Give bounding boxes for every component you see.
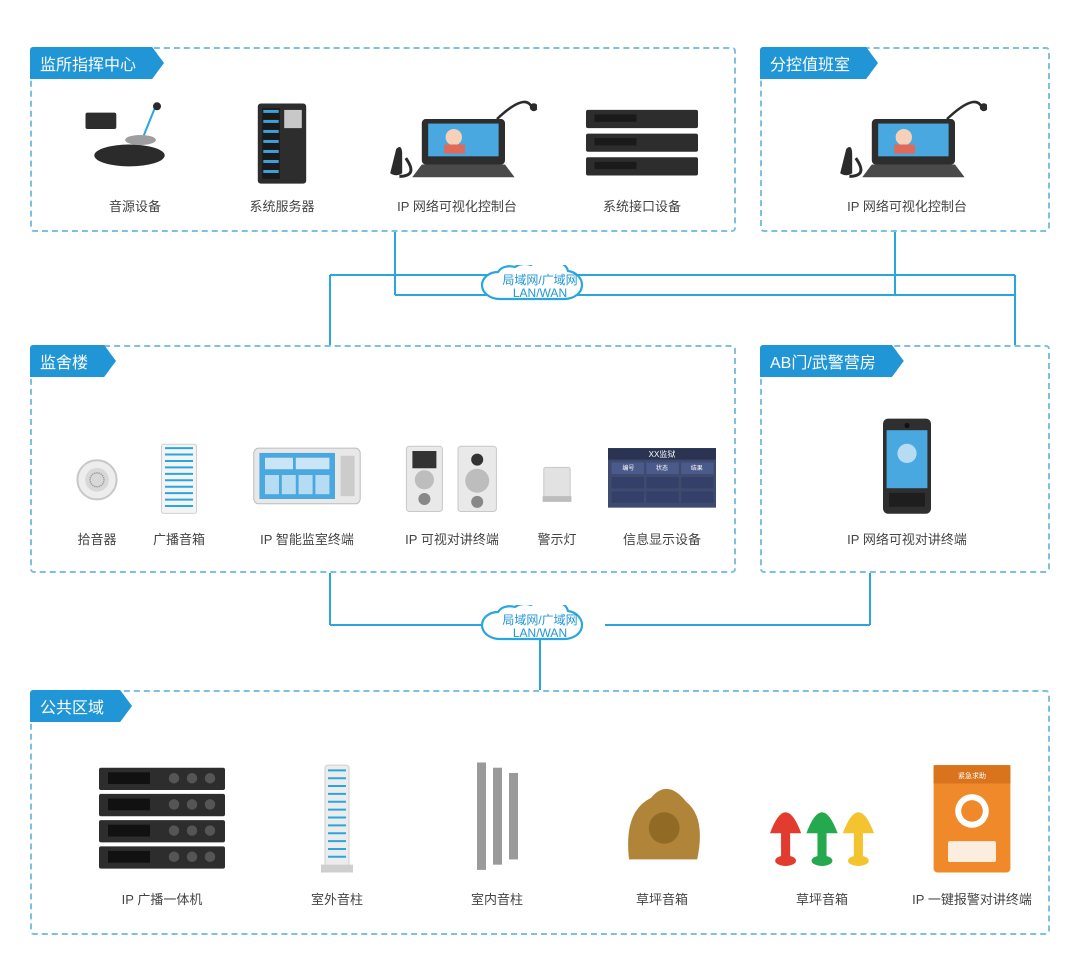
zone-title: 公共区域 [30, 690, 132, 722]
device-label: 拾音器 [62, 529, 132, 548]
device-label: 警示灯 [527, 529, 587, 548]
zone-cell-building: 监舍楼 拾音器 广播音箱 IP 智能监室终端 IP 可视对讲终端 警示灯 X [30, 345, 736, 573]
audio-source-icon [80, 99, 190, 190]
device-label: 草坪音箱 [757, 889, 887, 908]
door-intercom-icon [392, 427, 512, 523]
device-label: 室外音柱 [287, 889, 387, 908]
cloud-label-2b: LAN/WAN [513, 627, 567, 640]
cloud-label-1b: LAN/WAN [513, 287, 567, 300]
device-label: IP 网络可视化控制台 [377, 196, 537, 215]
device-console1: IP 网络可视化控制台 [377, 99, 537, 215]
device-label: 草坪音箱 [607, 889, 717, 908]
device-label: 系统服务器 [227, 196, 337, 215]
device-label: IP 广播一体机 [87, 889, 237, 908]
mushroom-speakers-icon [757, 752, 887, 883]
device-pickup: 拾音器 [62, 427, 132, 548]
device-label: 信息显示设备 [602, 529, 722, 548]
visual-console-icon [377, 99, 537, 190]
device-pa_all: IP 广播一体机 [87, 752, 237, 908]
pa-speaker-icon [144, 427, 214, 523]
device-sos: 紧急求助 IP 一键报警对讲终端 [912, 752, 1032, 908]
rack-units-icon [572, 99, 712, 190]
device-warnlight: 警示灯 [527, 427, 587, 548]
outdoor-column-icon [287, 752, 387, 883]
device-lawn1: 草坪音箱 [607, 752, 717, 908]
amp-stack-icon [87, 752, 237, 883]
device-console2: IP 网络可视化控制台 [827, 99, 987, 215]
zone-ab-gate-barracks: AB门/武警营房 IP 网络可视对讲终端 [760, 345, 1050, 573]
zone-title: 监舍楼 [30, 345, 116, 377]
device-label: IP 网络可视对讲终端 [847, 529, 967, 548]
device-info_disp: XX监狱 编号 状态 结果信息显示设备 [602, 427, 722, 548]
zone-public-area: 公共区域 IP 广播一体机 [30, 690, 1050, 935]
warning-light-icon [527, 427, 587, 523]
device-label: 系统接口设备 [572, 196, 712, 215]
device-in_col: 室内音柱 [447, 752, 547, 908]
indoor-column-icon [447, 752, 547, 883]
device-server: 系统服务器 [227, 99, 337, 215]
svg-text:XX监狱: XX监狱 [649, 449, 676, 459]
device-intercom: IP 可视对讲终端 [392, 427, 512, 548]
device-cell_term: IP 智能监室终端 [237, 427, 377, 548]
rock-speaker-icon [607, 752, 717, 883]
device-net_intercom: IP 网络可视对讲终端 [847, 407, 967, 548]
cell-terminal-icon [237, 427, 377, 523]
device-pa_spk: 广播音箱 [144, 427, 214, 548]
device-label: IP 网络可视化控制台 [827, 196, 987, 215]
device-label: IP 一键报警对讲终端 [912, 889, 1032, 908]
network-cloud-lower: 局域网/广域网LAN/WAN [475, 605, 605, 649]
device-audio_src: 音源设备 [80, 99, 190, 215]
device-label: IP 智能监室终端 [237, 529, 377, 548]
svg-text:状态: 状态 [656, 464, 668, 472]
device-lawn2: 草坪音箱 [757, 752, 887, 908]
zone-title: AB门/武警营房 [760, 345, 904, 377]
info-display-icon: XX监狱 编号 状态 结果 [602, 427, 722, 523]
zone-title: 监所指挥中心 [30, 47, 164, 79]
visual-console-icon [827, 99, 987, 190]
device-label: 室内音柱 [447, 889, 547, 908]
svg-text:编号: 编号 [622, 464, 634, 472]
svg-text:紧急求助: 紧急求助 [958, 771, 986, 780]
server-tower-icon [227, 99, 337, 190]
device-iface: 系统接口设备 [572, 99, 712, 215]
zone-sub-control-room: 分控值班室 IP 网络可视化控制台 [760, 47, 1050, 232]
zone-command-center: 监所指挥中心 音源设备 系统服务器 IP 网络可视化控制台 系统接口设备 [30, 47, 736, 232]
device-label: 广播音箱 [144, 529, 214, 548]
wall-tablet-icon [847, 407, 967, 523]
svg-text:结果: 结果 [691, 464, 703, 472]
device-out_col: 室外音柱 [287, 752, 387, 908]
device-label: 音源设备 [80, 196, 190, 215]
sos-box-icon: 紧急求助 [912, 752, 1032, 883]
pickup-mic-icon [62, 427, 132, 523]
zone-title: 分控值班室 [760, 47, 878, 79]
network-cloud-upper: 局域网/广域网LAN/WAN [475, 265, 605, 309]
device-label: IP 可视对讲终端 [392, 529, 512, 548]
